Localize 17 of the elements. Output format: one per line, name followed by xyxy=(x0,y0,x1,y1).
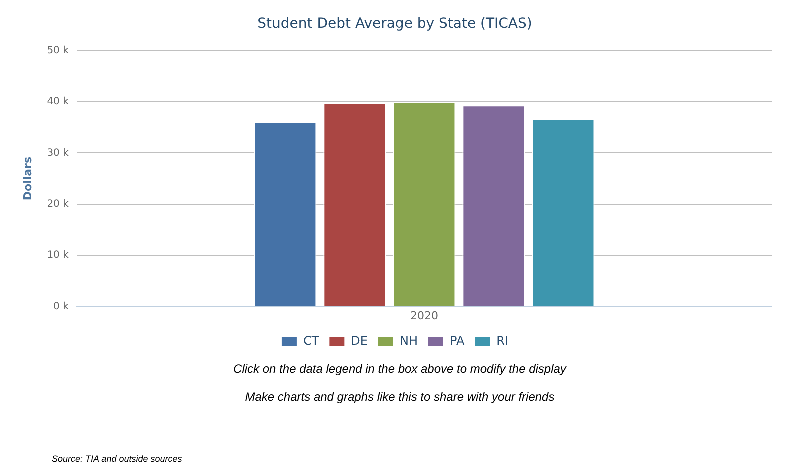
legend-label: DE xyxy=(351,334,368,348)
legend-label: PA xyxy=(450,334,466,348)
text: Click on the data legend in the box above to modify the display xyxy=(232,362,568,376)
y-tick-label: 50 k xyxy=(47,45,70,56)
y-axis-title: Dollars xyxy=(21,156,34,201)
legend-label: RI xyxy=(496,334,509,348)
y-tick-label: 10 k xyxy=(47,250,70,262)
chart-title: Student Debt Average by State (TICAS) xyxy=(258,16,532,32)
y-tick-label: 0 k xyxy=(54,301,70,312)
y-tick-label: 20 k xyxy=(47,198,70,210)
legend-label: NH xyxy=(400,334,418,348)
source-note: Source: TIA and outside sources xyxy=(52,454,184,464)
y-tick-label: 30 k xyxy=(47,148,70,159)
y-tick-label: 40 k xyxy=(47,96,70,108)
text: Make charts and graphs like this to share with your friends xyxy=(244,390,556,404)
x-tick-label: 2020 xyxy=(410,309,438,322)
legend-label: CT xyxy=(303,334,320,348)
